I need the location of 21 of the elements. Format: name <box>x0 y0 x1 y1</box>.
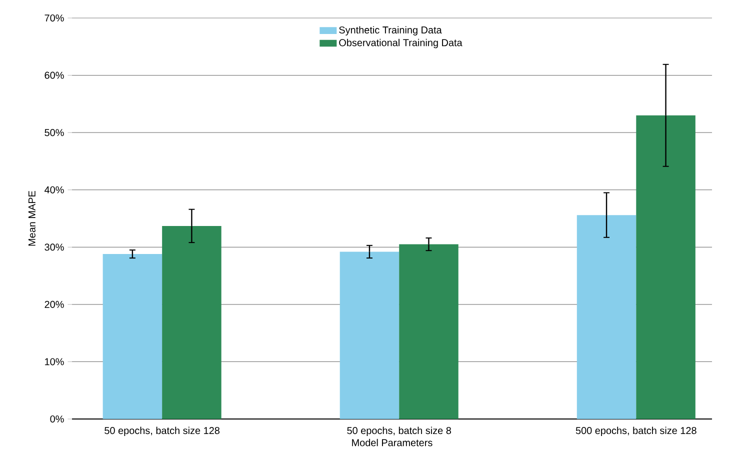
x-tick-label: 500 epochs, batch size 128 <box>576 426 696 436</box>
bar <box>576 215 636 419</box>
legend-label: Observational Training Data <box>339 38 462 48</box>
x-axis-title: Model Parameters <box>352 438 432 446</box>
y-tick-label: 60% <box>44 72 64 79</box>
y-tick-label: 30% <box>44 244 64 251</box>
y-tick-label: 70% <box>44 14 64 22</box>
y-tick-label: 50% <box>44 129 64 136</box>
y-tick-label: 10% <box>45 358 64 366</box>
legend-label: Synthetic Training Data <box>339 26 442 36</box>
y-tick-label: 40% <box>44 186 64 194</box>
y-axis-title: Mean MAPE <box>28 190 36 246</box>
x-tick-label: 50 epochs, batch size 8 <box>347 426 451 436</box>
bar <box>162 226 222 419</box>
y-tick-label: 20% <box>44 300 64 308</box>
bar <box>102 254 162 419</box>
bar <box>399 244 458 419</box>
x-tick-label: 50 epochs, batch size 128 <box>104 426 220 436</box>
bar <box>340 252 400 419</box>
y-tick-label: 0% <box>50 415 64 423</box>
bar <box>636 115 696 419</box>
